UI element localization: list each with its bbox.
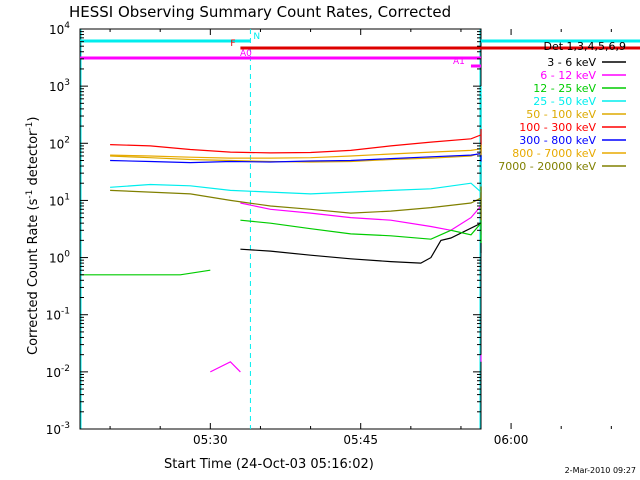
x-tick-label-1: 05:45 bbox=[343, 433, 378, 447]
y-tick-label-2: 10-1 bbox=[46, 307, 70, 323]
y-axis-label-mid: detector bbox=[26, 130, 41, 190]
y-tick-label-5: 102 bbox=[49, 135, 70, 151]
state-bar-label-0: N bbox=[253, 32, 260, 42]
legend-label-2: 12 - 25 keV bbox=[533, 82, 596, 95]
state-bar-label-2: A0 bbox=[240, 49, 252, 59]
y-axis-ticks: 10-3 10-2 10-1 100 101 102 103 104 bbox=[46, 21, 481, 437]
series-line-3 bbox=[110, 86, 482, 195]
legend-label-0: 3 - 6 keV bbox=[547, 56, 596, 69]
series-line-7 bbox=[110, 144, 482, 159]
y-axis-label-sup1: -1 bbox=[25, 190, 35, 199]
legend-label-8: 7000 - 20000 keV bbox=[498, 160, 596, 173]
series-extra-line-0 bbox=[80, 269, 211, 276]
state-bars: N F A0 A1 bbox=[80, 32, 640, 68]
series-lines bbox=[80, 86, 482, 373]
state-bar-label-3: A1 bbox=[453, 57, 465, 67]
legend-label-3: 25 - 50 keV bbox=[533, 95, 596, 108]
y-axis-label-sup2: -1 bbox=[25, 122, 35, 131]
y-axis-label: Corrected Count Rate (s-1 detector-1) bbox=[25, 117, 41, 355]
y-tick-label-0: 10-3 bbox=[46, 421, 70, 437]
series-extra-line-1 bbox=[210, 361, 241, 373]
x-tick-label-0: 05:30 bbox=[193, 433, 228, 447]
y-axis-label-end: ) bbox=[26, 117, 41, 122]
x-axis-label: Start Time (24-Oct-03 05:16:02) bbox=[164, 457, 374, 472]
legend-header: Det 1,3,4,5,6,9 bbox=[543, 40, 626, 53]
series-line-2 bbox=[240, 167, 482, 243]
y-tick-label-3: 100 bbox=[49, 250, 70, 266]
y-tick-label-6: 103 bbox=[49, 78, 70, 94]
footer-date: 2-Mar-2010 09:27 bbox=[565, 466, 636, 475]
y-axis-label-main: Corrected Count Rate (s bbox=[26, 198, 41, 355]
y-tick-label-1: 10-2 bbox=[46, 364, 70, 380]
y-tick-label-4: 101 bbox=[49, 192, 70, 208]
plot-frame bbox=[79, 28, 482, 430]
legend-label-1: 6 - 12 keV bbox=[540, 69, 596, 82]
x-tick-label-2: 06:00 bbox=[494, 433, 529, 447]
y-tick-label-7: 104 bbox=[49, 21, 70, 37]
legend-label-5: 100 - 300 keV bbox=[519, 121, 596, 134]
legend-label-7: 800 - 7000 keV bbox=[512, 147, 596, 160]
series-line-8 bbox=[110, 186, 482, 221]
vertical-markers bbox=[80, 29, 481, 429]
series-line-5 bbox=[110, 129, 482, 154]
legend-label-6: 300 - 800 keV bbox=[519, 134, 596, 147]
chart-title: HESSI Observing Summary Count Rates, Cor… bbox=[69, 3, 451, 21]
state-bar-label-1: F bbox=[230, 39, 235, 49]
legend-label-4: 50 - 100 keV bbox=[526, 108, 596, 121]
series-line-0 bbox=[240, 95, 482, 264]
